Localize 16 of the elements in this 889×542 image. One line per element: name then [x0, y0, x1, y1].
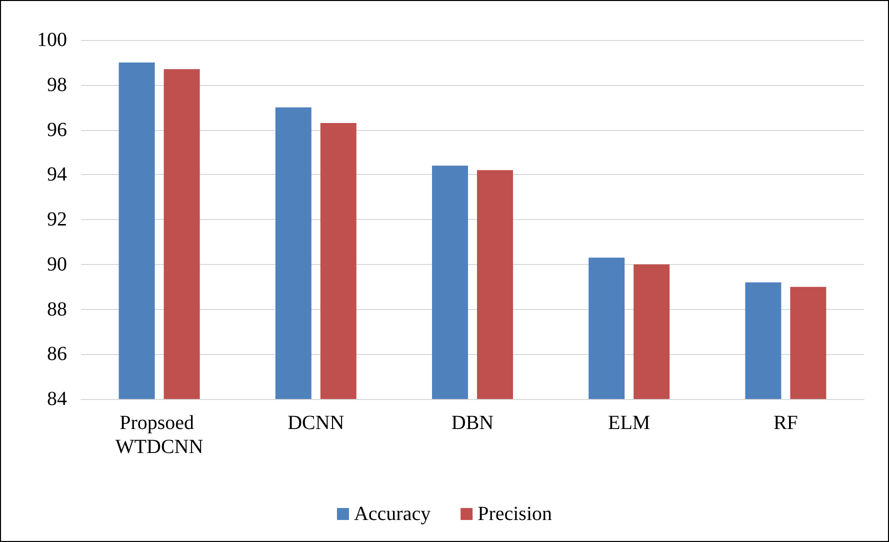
y-tick-label: 94	[47, 164, 67, 186]
x-tick-label: DBN	[451, 412, 494, 434]
legend-label: Precision	[478, 503, 552, 525]
y-tick-label: 88	[47, 298, 67, 320]
y-tick-label: 92	[47, 208, 67, 230]
y-tick-label: 86	[47, 343, 67, 366]
legend-label: Accuracy	[354, 503, 431, 525]
x-tick-label: RF	[773, 412, 798, 434]
y-tick-label: 100	[37, 29, 67, 51]
x-tick-label: ELM	[608, 412, 650, 434]
y-tick-label: 96	[47, 118, 67, 141]
y-tick-label: 90	[47, 253, 67, 276]
x-tick-label: DCNN	[288, 412, 344, 434]
y-tick-label: 98	[47, 74, 67, 96]
y-tick-label: 84	[47, 388, 67, 410]
x-tick-label: Propsoed WTDCNN	[115, 412, 204, 458]
